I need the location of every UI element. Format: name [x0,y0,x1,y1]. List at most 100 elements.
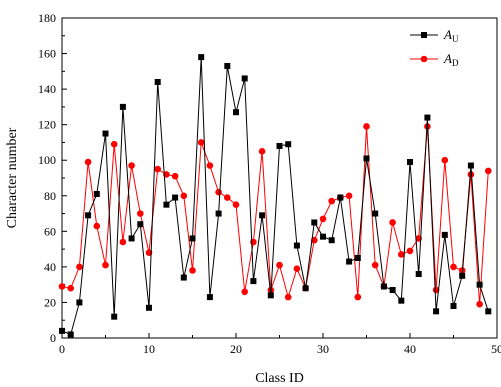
x-axis-title: Class ID [255,371,304,386]
data-point [59,327,65,334]
y-tick-label: 60 [44,224,56,238]
data-point [363,155,370,162]
y-tick-label: 140 [38,82,56,96]
data-point [232,201,240,208]
data-point [293,242,300,249]
data-point [259,212,266,219]
x-tick-label: 30 [317,342,329,356]
data-point [284,293,292,301]
data-point [372,210,379,217]
data-point [389,219,396,226]
legend-item: AD [410,51,459,68]
y-tick-label: 120 [38,118,56,132]
series-layer [58,54,492,338]
data-point [189,235,196,242]
data-point [406,247,414,255]
data-point [293,265,301,272]
series-au [59,54,492,338]
data-point [241,288,248,296]
data-point [128,162,135,169]
x-tick-label: 0 [59,342,65,356]
data-point [119,103,126,110]
data-point [119,238,127,246]
data-point [285,141,292,148]
data-point [389,287,396,293]
data-point [398,297,405,304]
data-point [267,292,274,299]
data-point [467,171,475,178]
data-point [84,158,92,166]
data-point [459,272,466,279]
data-point [407,159,413,165]
data-point [328,237,335,244]
data-point [311,219,318,226]
y-tick-label: 180 [38,11,56,25]
data-point [76,263,83,271]
data-point [102,130,109,137]
data-point [441,231,448,238]
legend-marker [421,32,427,38]
data-point [276,143,283,149]
data-point [398,251,405,258]
data-point [450,263,457,271]
data-point [137,221,144,228]
data-point [85,212,92,219]
data-point [76,299,83,306]
data-point [371,261,379,269]
x-tick-label: 50 [491,342,501,356]
data-point [197,139,205,146]
data-point [154,165,161,173]
data-point [137,210,144,217]
data-point [433,308,440,315]
data-point [233,109,239,116]
data-point [337,194,344,201]
legend-item: AU [410,27,459,44]
y-axis: 0 20 40 60 80 100 120 140 160 180 [38,11,67,345]
data-point [276,261,283,269]
data-point [58,283,66,290]
data-point [198,54,205,61]
data-point [424,114,431,121]
data-point [93,191,100,197]
data-point [189,267,196,274]
data-point [485,167,492,175]
data-point [319,215,327,223]
data-point [180,192,188,200]
data-point [258,148,266,155]
data-point [432,286,440,294]
data-point [354,293,362,301]
data-point [206,294,213,301]
x-tick-label: 10 [143,342,155,356]
x-tick-label: 40 [404,342,416,356]
x-tick-label: 20 [230,342,242,356]
data-point [172,194,179,201]
y-axis-title: Character number [5,127,20,228]
data-point [146,304,152,311]
legend-marker [420,55,428,63]
data-point [128,235,135,242]
data-point [450,303,457,309]
data-point [241,75,248,82]
data-point [110,140,118,148]
data-point [250,238,257,246]
data-point [206,162,214,169]
data-point [441,156,449,164]
y-tick-label: 20 [44,295,56,309]
data-point [328,197,336,205]
series-line [61,57,489,336]
data-point [180,274,187,281]
data-point [154,79,161,85]
data-point [363,123,370,130]
data-point [215,210,222,217]
y-tick-label: 160 [38,47,56,61]
data-point [476,281,483,288]
data-point [171,172,179,180]
data-point [467,162,474,169]
data-point [163,201,170,208]
data-point [380,283,387,290]
data-point [345,192,353,200]
data-point [67,284,74,292]
y-tick-label: 100 [38,153,56,167]
data-point [346,258,353,265]
data-point [415,271,422,277]
